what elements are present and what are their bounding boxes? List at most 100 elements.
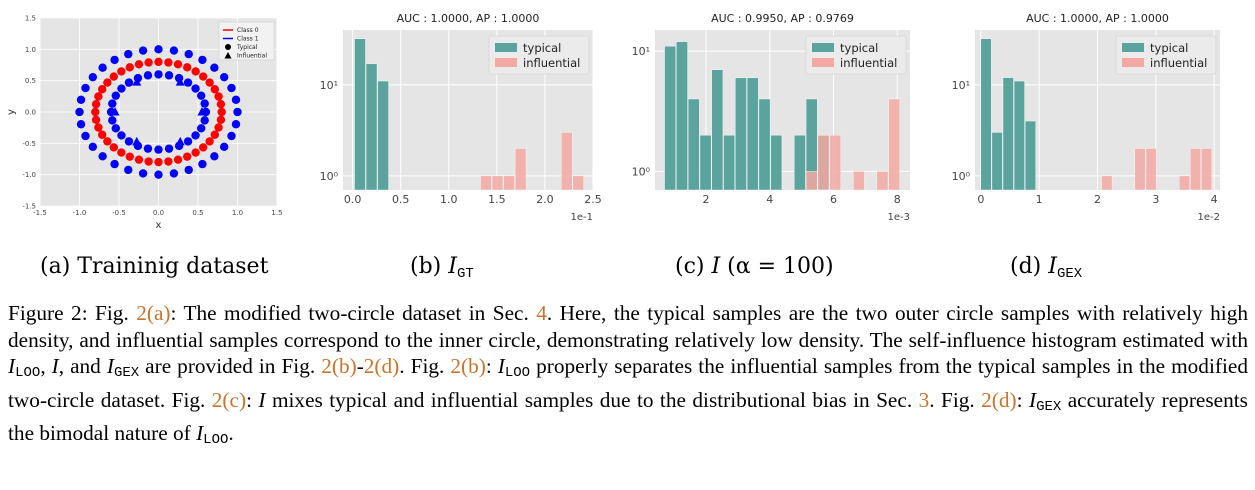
histogram-bar-influential — [514, 148, 527, 191]
x-tick-label: 0.0 — [344, 193, 362, 206]
scatter-point — [81, 83, 90, 93]
scatter-point — [198, 143, 208, 152]
histogram-bar-typical — [758, 98, 771, 191]
caption-text: : — [246, 387, 259, 412]
subcaption-b: (b) IGT — [410, 254, 474, 282]
x-tick-label: 2.5 — [584, 193, 602, 206]
scatter-point — [214, 92, 223, 101]
caption-ref-link[interactable]: 4 — [536, 301, 547, 325]
y-tick-label: 1.0 — [25, 46, 36, 54]
histogram-bar-typical — [687, 98, 700, 191]
scatter-point — [191, 148, 200, 157]
x-tick-label: 2 — [703, 193, 710, 206]
caption-text: : The modified two-circle dataset in Sec… — [170, 301, 537, 325]
legend-marker — [224, 52, 232, 59]
x-tick-label: -1.0 — [73, 209, 87, 217]
caption-ref-link[interactable]: 2(b) — [321, 354, 357, 378]
caption-ref-link[interactable]: 2(c) — [211, 387, 247, 412]
caption-text: accurately represents the bimodal nature… — [8, 387, 1248, 446]
legend-swatch — [1122, 58, 1144, 67]
histogram-bar-influential — [1178, 175, 1190, 191]
scatter-point — [154, 45, 163, 54]
caption-ref-link[interactable]: 2(a) — [136, 301, 171, 325]
scatter-point — [111, 124, 120, 133]
x-tick-label: 1.0 — [440, 193, 458, 206]
caption-ref-link[interactable]: 2(b) — [450, 354, 486, 378]
scatter-point — [75, 107, 84, 117]
scatter-point — [198, 159, 207, 169]
histogram-bar-typical — [1002, 77, 1014, 191]
histogram-bar-influential — [805, 171, 818, 191]
legend-label: influential — [1150, 56, 1207, 70]
legend-swatch — [812, 58, 834, 67]
scatter-point — [216, 99, 226, 109]
scatter-point — [98, 152, 107, 161]
histogram-bar-influential — [503, 175, 515, 191]
x-offset-label: 1e-3 — [888, 212, 911, 223]
scatter-point — [231, 95, 241, 104]
y-tick-label: 10¹ — [320, 79, 338, 92]
scatter-point — [173, 155, 183, 164]
scatter-point — [184, 49, 193, 59]
figure-caption: Figure 2: Fig. 2(a): The modified two-ci… — [8, 300, 1248, 454]
scatter-point — [164, 71, 174, 80]
histogram-bar-influential — [1101, 175, 1113, 191]
scatter-point — [91, 115, 101, 125]
caption-text: - — [356, 354, 364, 378]
caption-ref-link[interactable]: 2(d) — [981, 387, 1017, 412]
histogram-bar-typical — [711, 69, 724, 191]
legend-label: influential — [523, 56, 580, 70]
x-tick-label: -1.5 — [33, 209, 47, 217]
histogram-bar-typical — [746, 77, 759, 191]
scatter-point-influential — [175, 77, 185, 86]
legend-swatch — [812, 43, 834, 52]
scatter-point — [198, 72, 208, 81]
x-tick-label: 0.5 — [192, 209, 203, 217]
caption-ref-link[interactable]: 3 — [918, 387, 930, 412]
y-tick-label: 10¹ — [632, 45, 650, 58]
scatter-point — [88, 142, 98, 152]
scatter-point — [108, 116, 117, 125]
scatter-point — [154, 157, 163, 167]
scatter-point — [164, 144, 174, 153]
scatter-point — [98, 63, 107, 72]
scatter-point — [182, 152, 192, 161]
chart-title: AUC : 1.0000, AP : 1.0000 — [1026, 12, 1169, 25]
histogram-bar-typical — [1013, 80, 1025, 191]
histogram-bar-influential — [1190, 148, 1201, 191]
chart-histogram-gex: AUC : 1.0000, AP : 1.0000 0 1 2 3 4 10⁰ 10¹ 1e-2… — [952, 12, 1220, 223]
scatter-point — [227, 83, 236, 93]
caption-ref-link[interactable]: 2(d) — [363, 354, 400, 378]
legend-label: Class 1 — [237, 36, 259, 43]
x-tick-label: 1.5 — [488, 193, 506, 206]
scatter-point — [124, 78, 134, 87]
histogram-bar-typical — [676, 41, 688, 191]
scatter-point — [124, 49, 133, 59]
caption-math: I — [258, 387, 266, 412]
histogram-bar-typical — [354, 38, 366, 191]
chart-histogram-alpha100: AUC : 0.9950, AP : 0.9769 2 4 6 8 10⁰ 10¹ 1e-3 t… — [632, 12, 911, 223]
legend-box — [218, 21, 275, 61]
histogram-bar-typical — [991, 132, 1003, 191]
scatter-point — [231, 120, 241, 129]
legend-label: typical — [523, 41, 561, 55]
histogram-bar-typical — [365, 63, 378, 191]
scatter-point — [210, 85, 220, 94]
scatter-point — [134, 155, 144, 164]
scatter-point — [103, 78, 112, 87]
scatter-point — [219, 142, 229, 152]
y-tick-label: 10¹ — [952, 79, 970, 92]
caption-text: . Fig. — [929, 387, 982, 412]
scatter-point — [210, 130, 220, 139]
x-tick-label: 3 — [1152, 193, 1159, 206]
caption-math: IGEX — [106, 354, 140, 381]
histogram-bar-typical — [723, 134, 735, 191]
histogram-bar-influential — [491, 175, 504, 191]
x-tick-label: -0.5 — [112, 209, 126, 217]
histogram-bar-influential — [1201, 148, 1213, 191]
scatter-point — [219, 72, 229, 82]
scatter-point — [205, 78, 214, 87]
scatter-point — [143, 144, 153, 153]
caption-label: Figure 2: — [8, 301, 88, 325]
x-tick-label: 1.0 — [232, 209, 243, 217]
